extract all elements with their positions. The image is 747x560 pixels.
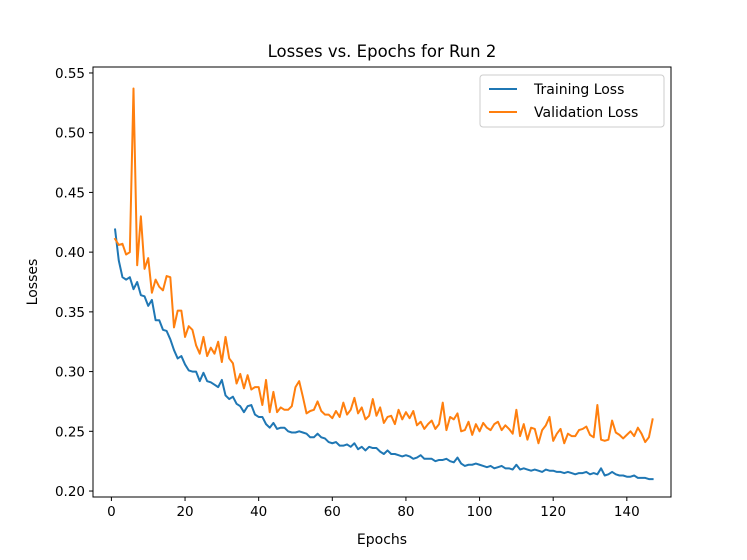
- x-tick-label: 20: [176, 504, 193, 520]
- y-tick-label: 0.30: [55, 365, 85, 381]
- y-tick-label: 0.50: [55, 126, 85, 142]
- series-line-training-loss: [113, 228, 654, 481]
- y-tick-label: 0.35: [55, 305, 85, 321]
- y-axis-label: Losses: [25, 259, 41, 306]
- x-tick-label: 0: [107, 504, 116, 520]
- legend: Training Loss Validation Loss: [479, 74, 665, 128]
- x-tick-label: 120: [540, 504, 566, 520]
- x-axis-ticks: 0 20 40 60 80 100 120 140: [107, 497, 640, 520]
- x-axis-label: Epochs: [357, 532, 407, 548]
- chart-title: Losses vs. Epochs for Run 2: [268, 42, 497, 61]
- y-tick-label: 0.20: [55, 484, 85, 500]
- x-tick-label: 40: [250, 504, 267, 520]
- legend-label-training-loss: Training Loss: [533, 82, 624, 98]
- x-tick-label: 100: [467, 504, 493, 520]
- legend-label-validation-loss: Validation Loss: [534, 105, 638, 121]
- y-tick-label: 0.25: [55, 424, 85, 440]
- series-layer: [113, 87, 654, 481]
- y-tick-label: 0.40: [55, 245, 85, 261]
- plot-area: [92, 66, 672, 498]
- axes-frame: [92, 66, 672, 498]
- y-axis-ticks: 0.20 0.25 0.30 0.35 0.40 0.45 0.50 0.55: [55, 66, 93, 500]
- legend-box: [479, 74, 665, 128]
- x-tick-label: 140: [614, 504, 640, 520]
- x-tick-label: 80: [397, 504, 414, 520]
- y-tick-label: 0.55: [55, 66, 85, 82]
- y-tick-label: 0.45: [55, 185, 85, 201]
- x-tick-label: 60: [324, 504, 341, 520]
- series-line-validation-loss: [113, 87, 654, 445]
